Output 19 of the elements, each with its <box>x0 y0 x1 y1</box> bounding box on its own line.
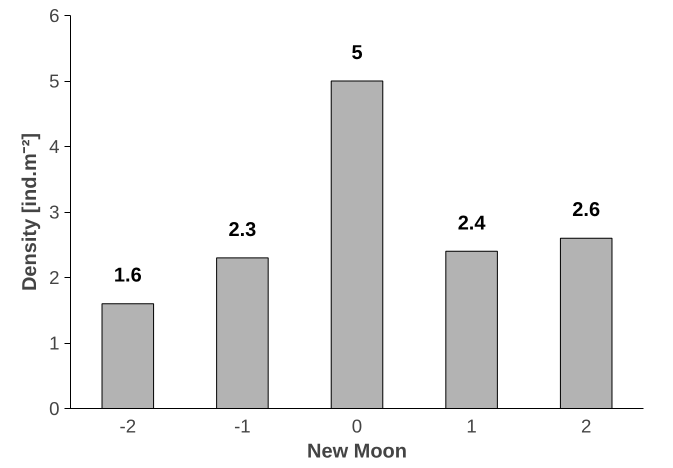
x-tick-label: -1 <box>234 416 251 436</box>
x-tick-label: 1 <box>466 416 477 436</box>
data-label: 2.6 <box>572 199 600 222</box>
y-tick-label: 3 <box>49 202 60 222</box>
y-tick-label: 1 <box>49 332 60 354</box>
y-tick-label: 6 <box>49 5 60 26</box>
x-tick-label: 2 <box>581 416 592 436</box>
data-label: 2.3 <box>228 218 256 241</box>
y-tick-label: 0 <box>49 398 60 419</box>
data-label: 1.6 <box>114 264 142 287</box>
y-axis-title: Density [ind.m⁻²] <box>19 132 42 292</box>
y-tick-label: 2 <box>49 267 60 288</box>
data-label: 2.4 <box>458 212 486 234</box>
x-axis-title: New Moon <box>307 440 408 462</box>
x-tick-label: 0 <box>352 416 362 436</box>
y-tick-label: 5 <box>49 70 60 92</box>
x-tick-label: -2 <box>120 416 136 436</box>
data-label: 5 <box>351 42 363 64</box>
y-tick-label: 4 <box>49 136 60 157</box>
